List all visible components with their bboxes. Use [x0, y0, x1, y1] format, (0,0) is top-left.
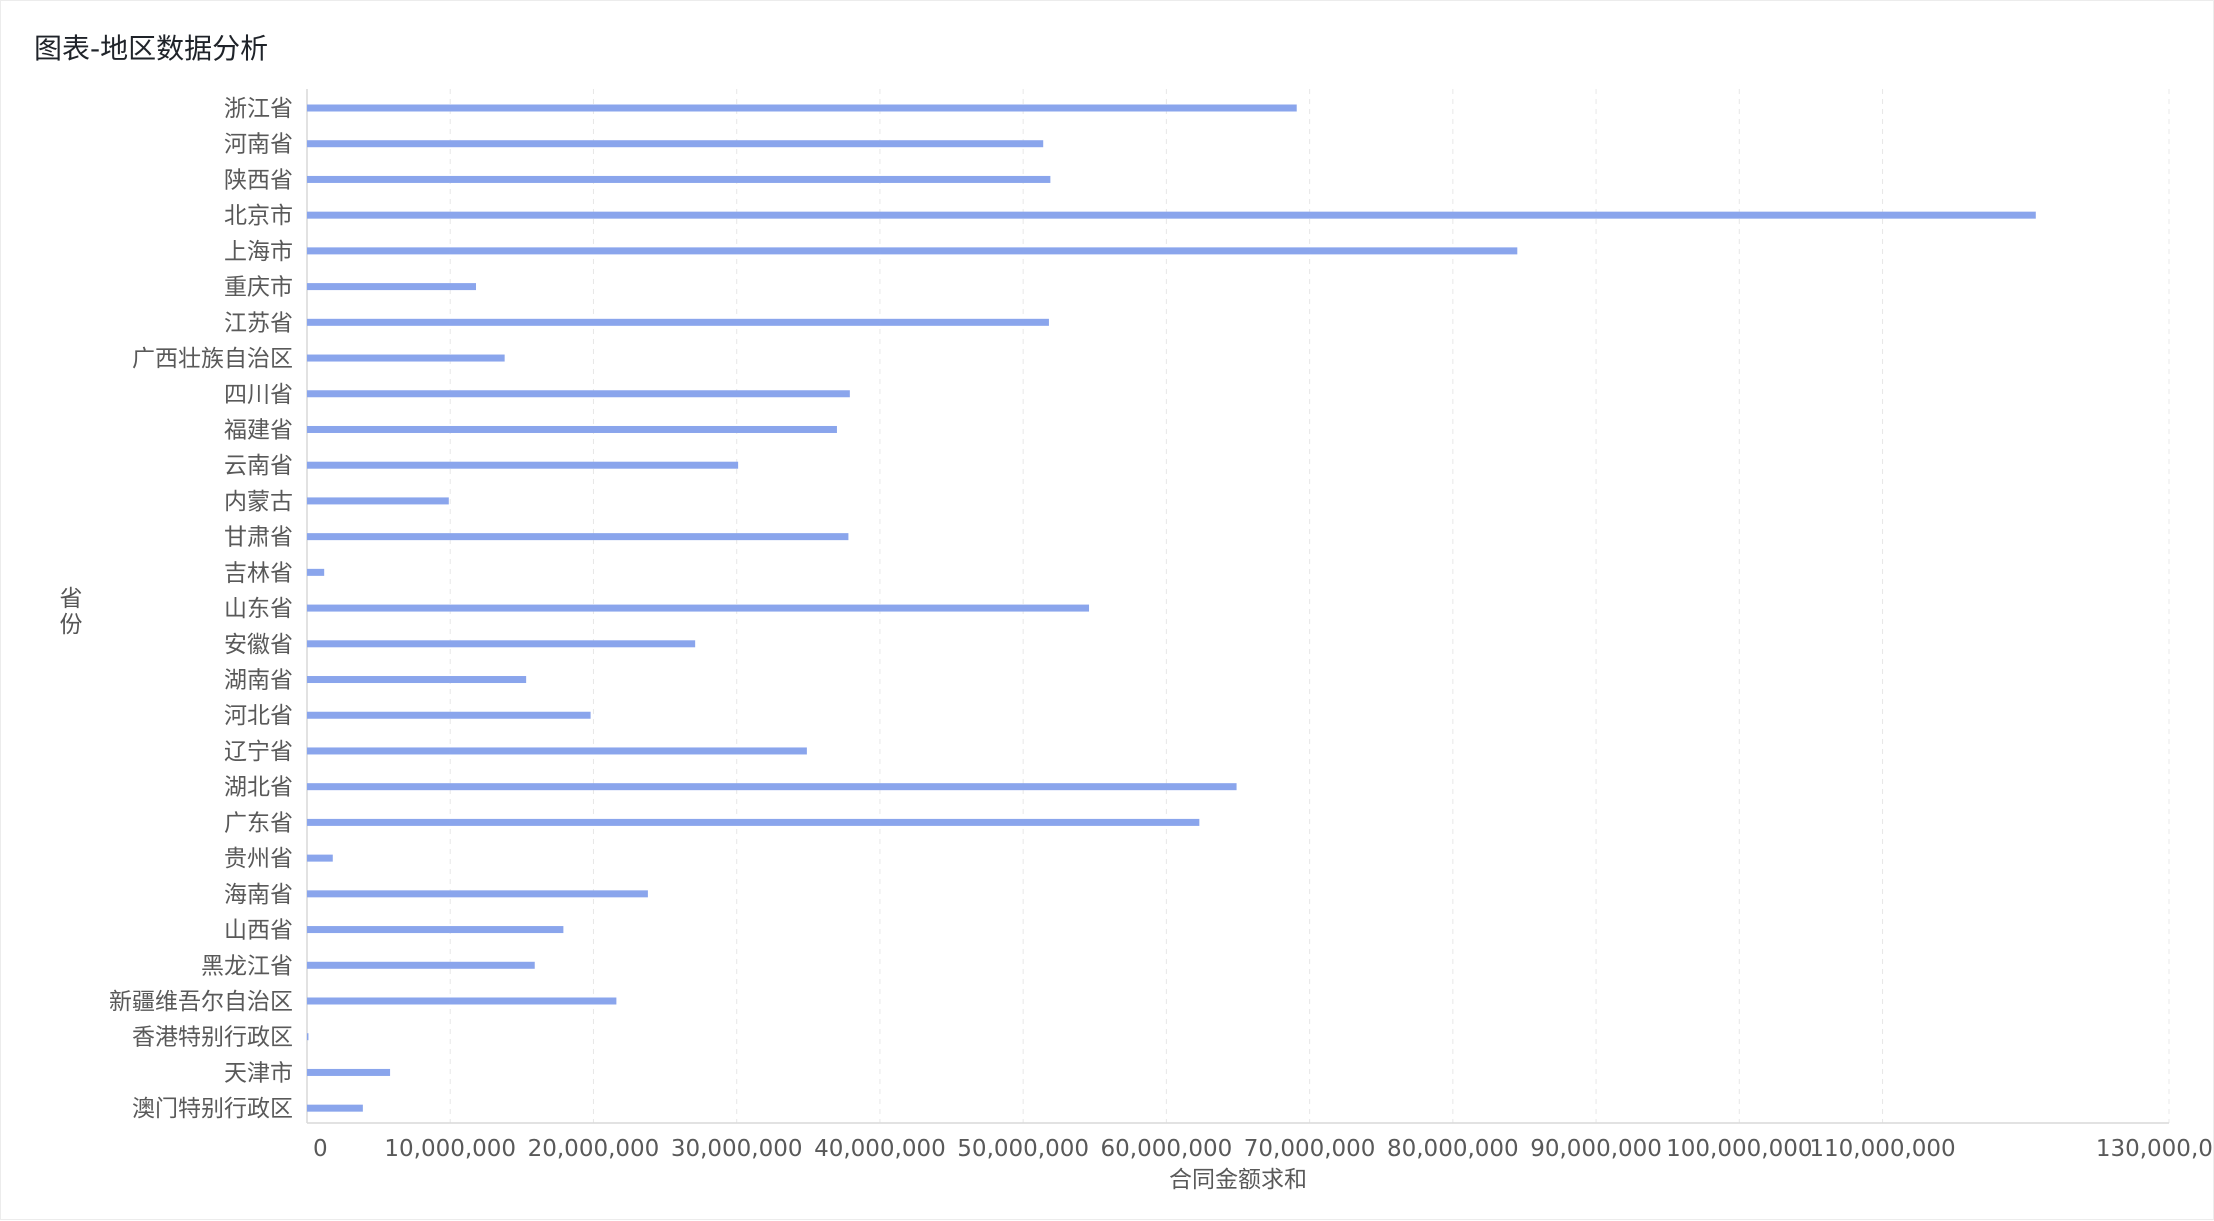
bar[interactable] [307, 961, 535, 969]
category-label: 贵州省 [224, 846, 293, 872]
bar[interactable] [307, 997, 617, 1005]
bar[interactable] [307, 854, 333, 862]
bar[interactable] [307, 390, 850, 398]
x-tick-label: 20,000,000 [528, 1136, 660, 1162]
category-labels: 浙江省河南省陕西省北京市上海市重庆市江苏省广西壮族自治区四川省福建省云南省内蒙古… [109, 96, 293, 1122]
x-tick-label: 70,000,000 [1244, 1136, 1376, 1162]
x-axis-label: 合同金额求和 [1169, 1167, 1307, 1193]
category-label: 河北省 [224, 703, 293, 729]
category-label: 吉林省 [224, 560, 293, 586]
category-label: 甘肃省 [224, 525, 293, 551]
category-label: 广东省 [224, 810, 293, 836]
bar[interactable] [307, 247, 1518, 255]
bar[interactable] [307, 890, 648, 898]
category-label: 海南省 [224, 882, 293, 908]
category-label: 浙江省 [224, 96, 293, 122]
bar[interactable] [307, 283, 477, 291]
bar[interactable] [307, 640, 696, 648]
x-tick-label: 30,000,000 [671, 1136, 803, 1162]
category-label: 陕西省 [224, 167, 293, 193]
bar[interactable] [307, 604, 1090, 612]
bar[interactable] [307, 1068, 391, 1076]
category-label: 香港特别行政区 [132, 1025, 293, 1051]
category-label: 安徽省 [224, 632, 293, 658]
category-label: 四川省 [224, 382, 293, 408]
bar[interactable] [307, 461, 739, 469]
x-tick-label: 60,000,000 [1101, 1136, 1233, 1162]
bar[interactable] [307, 747, 807, 755]
bar[interactable] [307, 175, 1051, 183]
bar[interactable] [307, 104, 1297, 112]
bar[interactable] [307, 1033, 309, 1041]
x-tick-label: 10,000,000 [384, 1136, 516, 1162]
category-label: 河南省 [224, 132, 293, 158]
grid-lines [449, 89, 2170, 1123]
x-tick-label: 90,000,000 [1530, 1136, 1662, 1162]
category-label: 辽宁省 [224, 739, 293, 765]
bar[interactable] [307, 354, 505, 362]
category-label: 黑龙江省 [201, 953, 293, 979]
bar[interactable] [307, 318, 1049, 326]
category-label: 湖南省 [224, 668, 293, 694]
bar[interactable] [307, 1104, 363, 1112]
category-label: 北京市 [224, 203, 293, 229]
x-tick-label: 50,000,000 [957, 1136, 1089, 1162]
category-label: 新疆维吾尔自治区 [109, 989, 293, 1015]
category-label: 江苏省 [224, 310, 293, 336]
x-tick-label: 130,000,000 [2096, 1136, 2214, 1162]
bar[interactable] [307, 783, 1237, 791]
x-tick-label: 110,000,000 [1809, 1136, 1955, 1162]
bar[interactable] [307, 533, 849, 541]
category-label: 内蒙古 [224, 489, 293, 515]
bar[interactable] [307, 568, 325, 576]
x-tick-label: 40,000,000 [814, 1136, 946, 1162]
category-label: 山西省 [224, 918, 293, 944]
category-label: 澳门特别行政区 [132, 1096, 293, 1122]
bar[interactable] [307, 818, 1200, 826]
chart-title: 图表-地区数据分析 [34, 32, 269, 65]
bar[interactable] [307, 676, 527, 684]
x-tick-label: 100,000,000 [1666, 1136, 1812, 1162]
bar[interactable] [307, 926, 564, 934]
x-tick-labels: 0 10,000,000 20,000,000 30,000,000 40,000,00… [313, 1136, 2214, 1162]
y-axis-label: 省份 [59, 586, 83, 638]
category-label: 福建省 [224, 417, 293, 443]
x-tick-label: 0 [313, 1136, 328, 1162]
category-label: 重庆市 [224, 275, 293, 301]
bar[interactable] [307, 211, 2036, 219]
bar[interactable] [307, 711, 591, 719]
bar[interactable] [307, 140, 1044, 148]
category-label: 广西壮族自治区 [132, 346, 293, 372]
category-label: 天津市 [224, 1060, 293, 1086]
category-label: 云南省 [224, 453, 293, 479]
x-tick-label: 80,000,000 [1387, 1136, 1519, 1162]
category-label: 上海市 [224, 239, 293, 265]
category-label: 山东省 [224, 596, 293, 622]
bar[interactable] [307, 497, 449, 505]
bar[interactable] [307, 425, 837, 433]
bars [307, 104, 2036, 1112]
category-label: 湖北省 [224, 775, 293, 801]
